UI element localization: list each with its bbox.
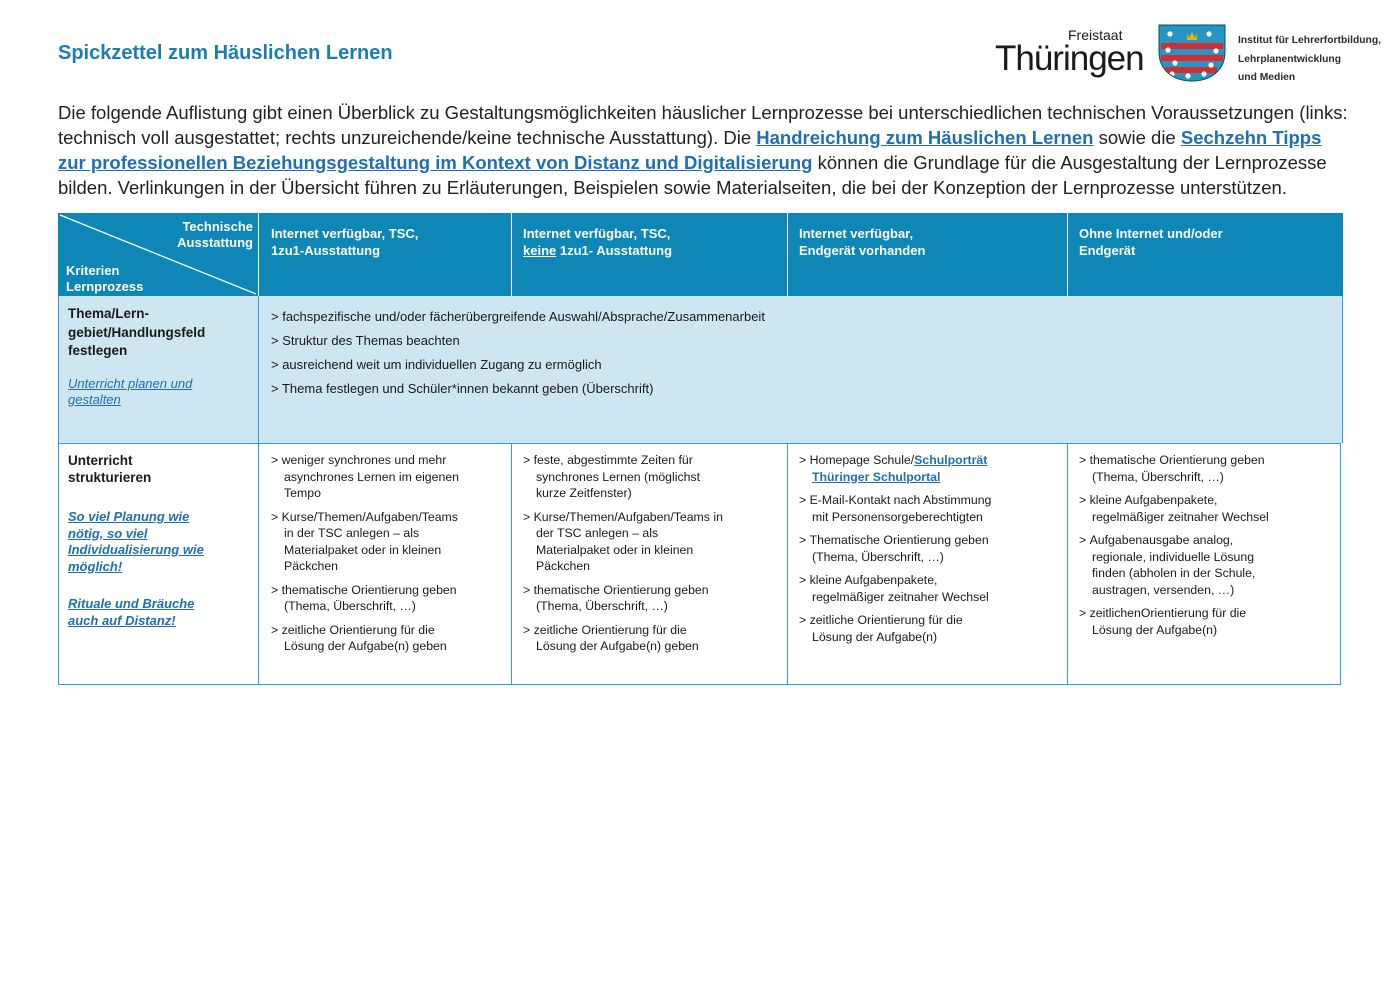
svg-text:Thüringen: Thüringen	[995, 39, 1144, 78]
